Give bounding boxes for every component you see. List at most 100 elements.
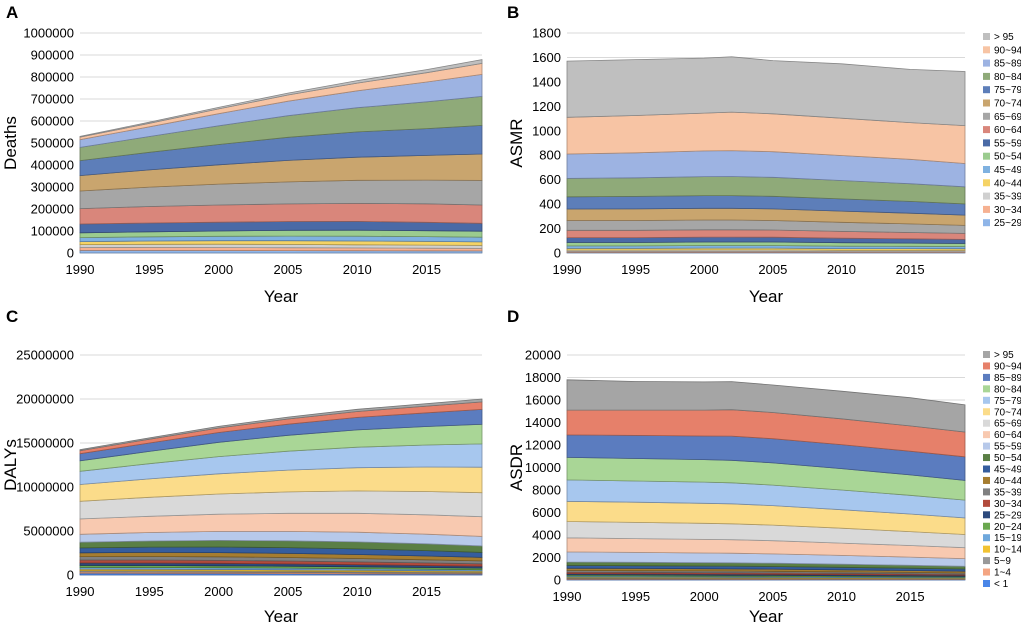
y-tick-label: 500000 [31, 136, 74, 151]
y-axis-title: ASMR [507, 118, 526, 167]
y-tick-label: 200000 [31, 202, 74, 217]
legend-label: 80~84 [994, 72, 1021, 83]
x-axis-title: Year [264, 287, 299, 306]
legend-label: 90~94 [994, 45, 1021, 56]
legend-label: 25~29 [994, 218, 1021, 229]
legend-label: 50~54 [994, 152, 1021, 163]
y-tick-label: 700000 [31, 92, 74, 107]
x-tick-label: 1995 [135, 584, 164, 599]
legend-swatch [983, 476, 990, 484]
x-tick-label: 2005 [758, 262, 787, 277]
x-tick-label: 2010 [827, 589, 856, 604]
legend-label: 30~34 [994, 205, 1021, 216]
legend-label: 15~19 [994, 533, 1021, 544]
x-tick-label: 1990 [66, 262, 95, 277]
legend-label: 55~59 [994, 138, 1021, 149]
y-tick-label: 16000 [525, 393, 561, 408]
legend-label: 50~54 [994, 453, 1021, 464]
legend-swatch [983, 362, 990, 370]
y-tick-label: 20000 [525, 348, 561, 363]
legend-swatch [983, 112, 990, 120]
legend-label: 1~4 [994, 568, 1011, 579]
x-tick-label: 1990 [553, 262, 582, 277]
legend-label: 45~49 [994, 165, 1021, 176]
y-tick-label: 1200 [532, 99, 561, 114]
legend-label: 40~44 [994, 476, 1021, 487]
y-axis-title: DALYs [1, 439, 20, 491]
y-tick-label: 4000 [532, 528, 561, 543]
legend-swatch [983, 373, 990, 381]
legend-label: 55~59 [994, 442, 1021, 453]
legend-swatch [983, 568, 990, 576]
y-tick-label: 6000 [532, 505, 561, 520]
x-tick-label: 1990 [66, 584, 95, 599]
y-tick-label: 900000 [31, 48, 74, 63]
area-series--95 [566, 56, 966, 127]
x-tick-label: 2000 [690, 262, 719, 277]
y-tick-label: 1400 [532, 74, 561, 89]
legend-swatch [983, 580, 990, 587]
legend-label: 60~64 [994, 430, 1021, 441]
legend-label: 60~64 [994, 125, 1021, 136]
legend-label: 25~29 [994, 510, 1021, 521]
x-tick-label: 2005 [273, 262, 302, 277]
y-tick-label: 600 [539, 172, 561, 187]
legend-swatch [983, 557, 990, 565]
legend-label: 20~24 [994, 522, 1021, 533]
x-axis-title: Year [749, 607, 784, 626]
y-axis-title: ASDR [507, 444, 526, 491]
legend-swatch [983, 59, 990, 67]
y-tick-label: 18000 [525, 370, 561, 385]
panel-D: 0 2000 4000 6000 8000 10000 12000 14000 16000 180… [507, 307, 1021, 626]
y-tick-label: 15000000 [16, 436, 74, 451]
legend-swatch [983, 419, 990, 427]
legend-label: 85~89 [994, 59, 1021, 70]
y-tick-label: 14000 [525, 415, 561, 430]
y-tick-label: 0 [67, 568, 74, 583]
legend-swatch [983, 511, 990, 519]
x-tick-label: 2010 [827, 262, 856, 277]
legend-label: 70~74 [994, 99, 1021, 110]
legend-swatch [983, 219, 990, 227]
legend-label: 65~69 [994, 112, 1021, 123]
x-tick-label: 2005 [273, 584, 302, 599]
legend-swatch [983, 442, 990, 450]
legend-label: 40~44 [994, 178, 1021, 189]
y-tick-label: 2000 [532, 550, 561, 565]
legend-swatch [983, 205, 990, 213]
legend-swatch [983, 534, 990, 542]
legend-label: 80~84 [994, 384, 1021, 395]
y-tick-label: 1000000 [23, 26, 74, 41]
legend-swatch [983, 33, 990, 40]
legend-swatch [983, 139, 990, 147]
y-tick-label: 1800 [532, 26, 561, 41]
x-tick-label: 2015 [896, 589, 925, 604]
y-tick-label: 800 [539, 148, 561, 163]
legend-swatch [983, 454, 990, 462]
y-tick-label: 0 [554, 573, 561, 588]
y-tick-label: 1600 [532, 50, 561, 65]
y-tick-label: 5000000 [23, 524, 74, 539]
x-tick-label: 2010 [343, 584, 372, 599]
y-tick-label: 300000 [31, 180, 74, 195]
legend-label: 5~9 [994, 556, 1011, 567]
y-tick-label: 600000 [31, 114, 74, 129]
legend-swatch [983, 545, 990, 553]
legend-swatch [983, 99, 990, 107]
y-tick-label: 400 [539, 197, 561, 212]
legend-label: 10~14 [994, 545, 1021, 556]
legend-swatch [983, 72, 990, 80]
legend-swatch [983, 396, 990, 404]
legend-label: > 95 [994, 32, 1014, 43]
legend-swatch [983, 46, 990, 54]
legend-swatch [983, 351, 990, 358]
x-tick-label: 2015 [896, 262, 925, 277]
y-tick-label: 800000 [31, 70, 74, 85]
x-tick-label: 2015 [412, 584, 441, 599]
legend-swatch [983, 86, 990, 94]
legend-label: 90~94 [994, 361, 1021, 372]
panel-label: A [6, 3, 18, 22]
legend: > 95 90~94 85~89 80~84 75~79 70~74 65~69 60~64 5… [983, 32, 1021, 229]
x-tick-label: 2000 [204, 262, 233, 277]
